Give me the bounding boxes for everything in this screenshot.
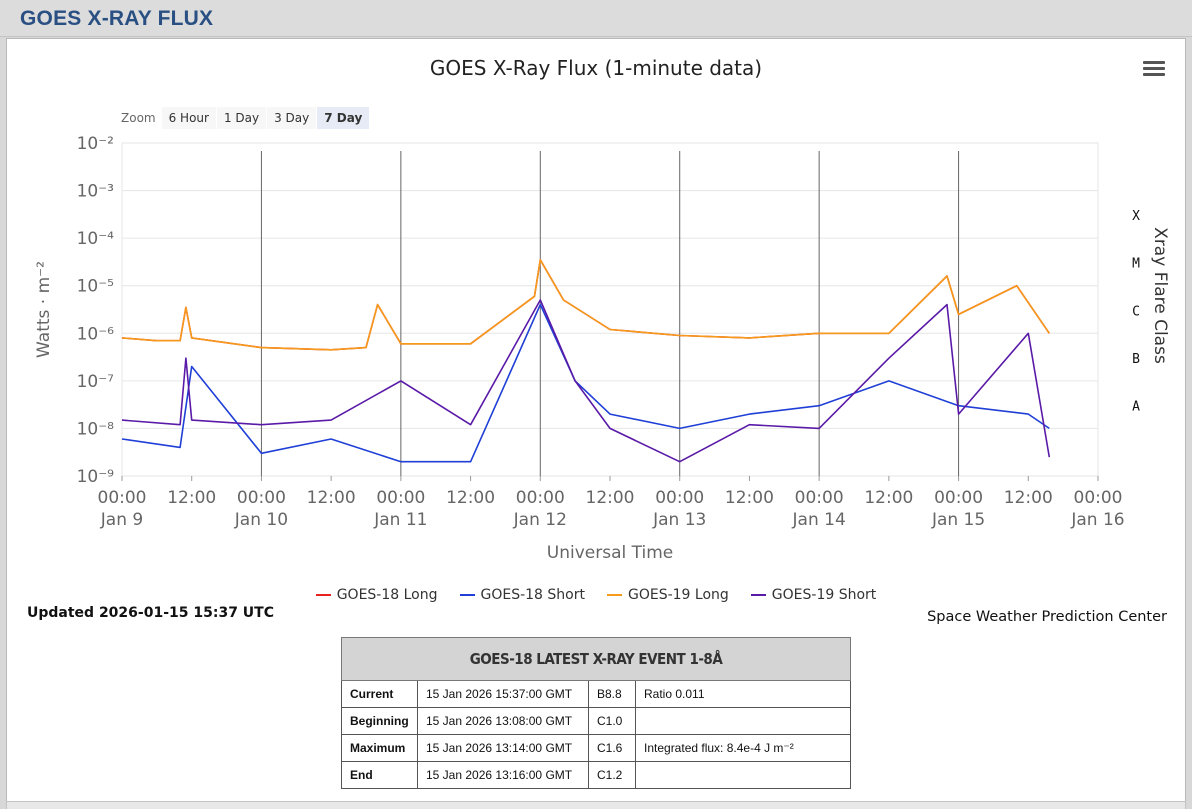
table-row: Maximum 15 Jan 2026 13:14:00 GMT C1.6 In… [341,734,851,762]
y-tick-label: 10⁻⁵ [77,277,114,297]
x-axis-title: Universal Time [547,543,673,563]
x-tick-date-label: Jan 12 [513,510,567,530]
chart-panel: GOES X-Ray Flux (1-minute data) Zoom 6 H… [6,38,1186,802]
legend-label: GOES-18 Short [480,587,586,603]
zoom-6-hour-button[interactable]: 6 Hour [161,107,216,129]
flare-class-label: M [1132,257,1140,272]
legend-swatch [607,594,622,596]
x-tick-label: 12:00 [1004,488,1053,508]
chart-title: GOES X-Ray Flux (1-minute data) [429,56,763,80]
legend-label: GOES-18 Long [336,587,438,603]
flare-class-label: X [1132,209,1140,224]
flare-class-label: A [1132,399,1140,414]
zoom-1-day-button[interactable]: 1 Day [216,107,267,129]
x-tick-label: 12:00 [586,488,635,508]
legend-item-goes19-short[interactable]: GOES-19 Short [750,587,877,603]
y-tick-label: 10⁻⁹ [77,467,115,487]
series-line-goes-19-short [121,299,1051,463]
x-tick-label: 12:00 [307,488,356,508]
flare-class-label: B [1132,352,1140,367]
y2-axis-title: Xray Flare Class [1150,227,1170,364]
event-class: C1.6 [588,734,636,762]
event-label: Maximum [341,734,418,762]
y-tick-label: 10⁻⁸ [77,419,115,439]
event-class: B8.8 [588,680,636,708]
credit-text: Space Weather Prediction Center [927,609,1167,625]
x-tick-date-label: Jan 10 [234,510,288,530]
y-tick-label: 10⁻⁷ [77,372,115,392]
legend-item-goes18-long[interactable]: GOES-18 Long [315,587,438,603]
zoom-selector: Zoom 6 Hour 1 Day 3 Day 7 Day [121,106,370,130]
event-class: C1.0 [588,707,636,735]
y-axis-title: Watts · m⁻² [34,261,54,358]
xray-event-table: GOES-18 LATEST X-RAY EVENT 1-8Å Current … [341,637,851,789]
legend-swatch [750,594,766,596]
event-label: End [341,761,418,789]
x-tick-label: 00:00 [655,488,704,508]
updated-timestamp: Updated 2026-01-15 15:37 UTC [27,605,274,621]
event-time: 15 Jan 2026 13:14:00 GMT [417,734,589,762]
event-label: Current [341,680,418,708]
legend-swatch [315,594,331,596]
x-tick-label: 00:00 [1074,488,1123,508]
x-tick-date-label: Jan 16 [1070,510,1124,530]
legend-item-goes18-short[interactable]: GOES-18 Short [459,587,586,603]
event-class: C1.2 [588,761,636,789]
event-time: 15 Jan 2026 13:16:00 GMT [417,761,589,789]
x-tick-label: 00:00 [934,488,983,508]
event-time: 15 Jan 2026 15:37:00 GMT [417,680,589,708]
x-tick-label: 00:00 [98,488,147,508]
plot-area [121,142,1099,477]
table-row: Current 15 Jan 2026 15:37:00 GMT B8.8 Ra… [341,680,851,708]
event-table-title: GOES-18 LATEST X-RAY EVENT 1-8Å [341,637,851,681]
table-row: Beginning 15 Jan 2026 13:08:00 GMT C1.0 [341,707,851,735]
legend-swatch [459,594,475,596]
event-note [635,707,851,735]
event-note: Ratio 0.011 [635,680,851,708]
table-row: End 15 Jan 2026 13:16:00 GMT C1.2 [341,761,851,789]
zoom-3-day-button[interactable]: 3 Day [267,107,317,129]
legend-label: GOES-19 Long [628,587,729,603]
y-tick-label: 10⁻³ [77,182,114,202]
chart-legend: GOES-18 Long GOES-18 Short GOES-19 Long … [7,587,1185,603]
x-tick-date-label: Jan 11 [373,510,427,530]
event-time: 15 Jan 2026 13:08:00 GMT [417,707,589,735]
series-line-goes-19-long [121,259,1050,351]
y-tick-label: 10⁻⁴ [77,229,115,249]
legend-item-goes19-long[interactable]: GOES-19 Long [607,587,729,603]
x-tick-label: 12:00 [864,488,913,508]
x-tick-label: 12:00 [446,488,495,508]
flare-class-label: C [1132,304,1140,319]
xray-flux-chart[interactable]: 10⁻²10⁻³10⁻⁴10⁻⁵10⁻⁶10⁻⁷10⁻⁸10⁻⁹00:00Jan… [7,39,1185,579]
footer-bar [6,801,1186,809]
legend-label: GOES-19 Short [771,587,877,603]
x-tick-label: 00:00 [795,488,844,508]
x-tick-date-label: Jan 14 [792,510,846,530]
x-tick-label: 00:00 [376,488,425,508]
x-tick-label: 00:00 [237,488,286,508]
zoom-label: Zoom [121,111,156,125]
event-label: Beginning [341,707,418,735]
y-tick-label: 10⁻⁶ [77,324,115,344]
x-tick-label: 00:00 [516,488,565,508]
zoom-7-day-button[interactable]: 7 Day [317,107,370,129]
event-note [635,761,851,789]
page-header: GOES X-RAY FLUX [0,0,1192,37]
x-tick-date-label: Jan 9 [100,510,143,530]
x-tick-date-label: Jan 13 [652,510,706,530]
y-tick-label: 10⁻² [77,134,114,154]
event-note: Integrated flux: 8.4e-4 J m⁻² [635,734,851,762]
x-tick-label: 12:00 [725,488,774,508]
x-tick-label: 12:00 [167,488,216,508]
x-tick-date-label: Jan 15 [931,510,985,530]
chart-menu-icon[interactable] [1143,61,1165,81]
page-title: GOES X-RAY FLUX [20,7,214,30]
